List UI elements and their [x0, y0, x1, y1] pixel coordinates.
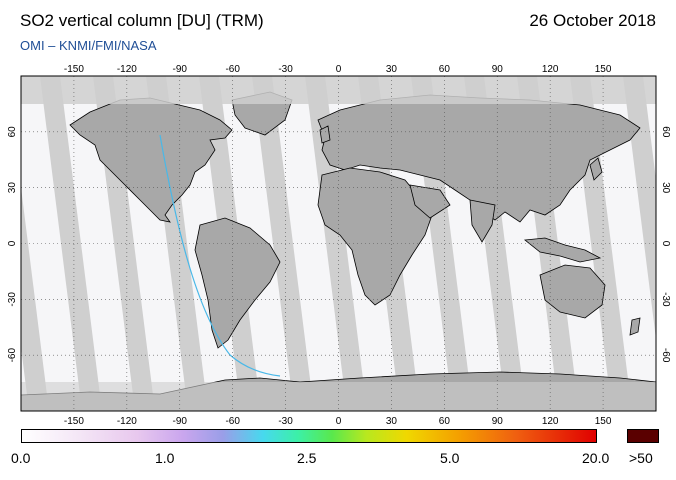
- lat-tick-right: -30: [660, 292, 671, 307]
- colorbar-label-0: 0.0: [11, 450, 31, 466]
- lat-tick-right: -60: [660, 348, 671, 363]
- continent-africa: [317, 167, 433, 306]
- lon-tick-bottom: -120: [117, 416, 137, 427]
- lon-tick-bottom: 30: [386, 416, 398, 427]
- land-masses: [21, 91, 656, 411]
- lon-tick-top: -150: [64, 64, 84, 75]
- continent-new-zealand: [629, 317, 641, 336]
- orbit-track: [159, 134, 281, 377]
- lon-tick-bottom: -150: [64, 416, 84, 427]
- lat-tick-left: 60: [7, 126, 18, 138]
- lon-tick-top: -120: [117, 64, 137, 75]
- lon-tick-bottom: -60: [225, 416, 240, 427]
- continent-japan: [589, 157, 603, 181]
- lon-tick-bottom: -30: [278, 416, 293, 427]
- nodata-swath: [623, 76, 656, 340]
- lon-tick-top: -90: [173, 64, 188, 75]
- continent-india: [469, 199, 496, 243]
- lon-tick-bottom: 90: [492, 416, 504, 427]
- lat-tick-right: 60: [660, 126, 671, 138]
- continent-indonesia: [523, 237, 602, 263]
- colorbar-label-5: >50: [629, 450, 653, 466]
- lat-tick-right: 30: [660, 182, 671, 194]
- lon-tick-top: 60: [439, 64, 451, 75]
- colorbar-label-1: 1.0: [155, 450, 175, 466]
- lat-tick-left: -60: [7, 348, 18, 363]
- axis-ticks: -150 -150 -120 -120 -90 -90 -60 -60 -30 -30 0 0 30 30…: [7, 64, 671, 427]
- lon-tick-top: -30: [278, 64, 293, 75]
- colorbar-label-2: 2.5: [297, 450, 317, 466]
- lon-tick-bottom: 0: [336, 416, 342, 427]
- lon-tick-bottom: 150: [595, 416, 612, 427]
- continent-south-america: [194, 217, 281, 349]
- map-date: 26 October 2018: [529, 11, 656, 30]
- lon-tick-top: 120: [542, 64, 559, 75]
- lat-tick-left: 0: [7, 240, 18, 246]
- lon-tick-top: 90: [492, 64, 504, 75]
- nodata-swath: [40, 76, 102, 411]
- colorbar-label-3: 5.0: [440, 450, 460, 466]
- lon-tick-top: 30: [386, 64, 398, 75]
- map-frame: [20, 75, 657, 412]
- lat-tick-right: 0: [660, 241, 671, 247]
- lon-tick-bottom: 60: [439, 416, 451, 427]
- colorbar: [21, 429, 597, 443]
- continent-arabia: [409, 184, 451, 219]
- colorbar-overflow-swatch: [627, 429, 659, 443]
- lon-tick-top: 150: [595, 64, 612, 75]
- data-credit: OMI – KNMI/FMI/NASA: [20, 38, 157, 53]
- lat-tick-left: 30: [7, 182, 18, 194]
- lon-tick-bottom: -90: [173, 416, 188, 427]
- continent-uk: [319, 125, 331, 144]
- lon-tick-bottom: 120: [542, 416, 559, 427]
- map-title: SO2 vertical column [DU] (TRM): [20, 11, 264, 30]
- nodata-swath: [252, 76, 314, 411]
- continent-north-america: [69, 97, 233, 223]
- nodata-swath: [305, 76, 367, 411]
- lon-tick-top: -60: [225, 64, 240, 75]
- lat-tick-left: -30: [7, 292, 18, 307]
- colorbar-label-4: 20.0: [582, 450, 610, 466]
- lon-tick-top: 0: [336, 64, 342, 75]
